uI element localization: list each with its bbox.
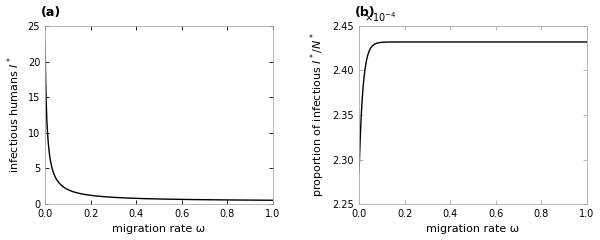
Y-axis label: proportion of infectious $I^*/N^*$: proportion of infectious $I^*/N^*$ [308,33,327,198]
Y-axis label: infectious humans $I^*$: infectious humans $I^*$ [5,56,22,174]
Text: $\times10^{-4}$: $\times10^{-4}$ [364,10,396,24]
X-axis label: migration rate ω: migration rate ω [112,224,206,234]
Text: (b): (b) [355,6,375,19]
Text: (a): (a) [41,6,61,19]
X-axis label: migration rate ω: migration rate ω [427,224,520,234]
